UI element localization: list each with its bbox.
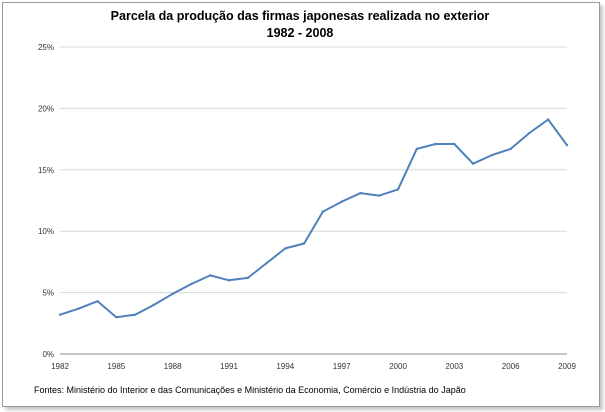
data-point — [209, 274, 212, 277]
data-point — [378, 194, 381, 197]
series-line — [59, 118, 568, 319]
x-tick-label: 2009 — [558, 362, 576, 371]
data-point — [302, 242, 306, 245]
gridlines — [60, 46, 567, 294]
x-tick-label: 1985 — [107, 362, 125, 371]
data-point — [453, 142, 456, 146]
data-point — [547, 118, 550, 121]
data-point — [284, 247, 287, 250]
y-tick-label: 5% — [42, 289, 54, 298]
data-point — [434, 142, 437, 146]
x-tick-labels: 1982 1985 1988 1991 1994 1997 2000 2003 2006 2009 — [51, 362, 576, 371]
x-tick-label: 1982 — [51, 362, 69, 371]
data-point — [227, 279, 231, 282]
data-point — [265, 261, 268, 265]
data-point — [528, 131, 531, 135]
x-tick-label: 1988 — [164, 362, 182, 371]
data-point — [565, 144, 569, 147]
data-point — [190, 282, 193, 286]
x-tick-label: 1991 — [220, 362, 238, 371]
y-tick-label: 15% — [38, 166, 54, 175]
chart-title-block: Parcela da produção das firmas japonesas… — [0, 8, 600, 42]
data-point — [359, 191, 362, 195]
data-point — [152, 303, 156, 307]
y-tick-labels: 0% 5% 10% 15% 20% 25% — [38, 43, 54, 359]
x-tick-label: 2000 — [389, 362, 407, 371]
chart-title: Parcela da produção das firmas japonesas… — [110, 9, 490, 23]
y-tick-label: 0% — [42, 350, 54, 359]
data-point — [509, 147, 512, 151]
y-tick-label: 20% — [38, 104, 54, 113]
y-tick-label: 10% — [38, 227, 54, 236]
x-tick-label: 1994 — [276, 362, 294, 371]
y-tick-label: 25% — [38, 43, 54, 52]
x-tick-label: 1997 — [333, 362, 351, 371]
data-point — [415, 147, 418, 151]
data-point — [133, 313, 137, 316]
series-group — [58, 118, 569, 319]
x-tick-label: 2003 — [445, 362, 463, 371]
data-point — [246, 276, 249, 280]
data-point — [340, 200, 343, 203]
data-point — [396, 188, 400, 191]
data-point — [321, 210, 325, 213]
data-point — [77, 307, 80, 310]
data-point — [58, 313, 62, 316]
x-tick-label: 2006 — [502, 362, 520, 371]
chart-subtitle: 1982 - 2008 — [266, 26, 334, 40]
data-point — [490, 153, 494, 157]
source-note: Fontes: Ministério do Interior e das Com… — [34, 385, 466, 395]
data-point — [471, 162, 475, 165]
data-point — [96, 299, 99, 303]
data-point — [115, 315, 118, 319]
chart-frame — [2, 2, 600, 407]
data-point — [171, 292, 174, 296]
